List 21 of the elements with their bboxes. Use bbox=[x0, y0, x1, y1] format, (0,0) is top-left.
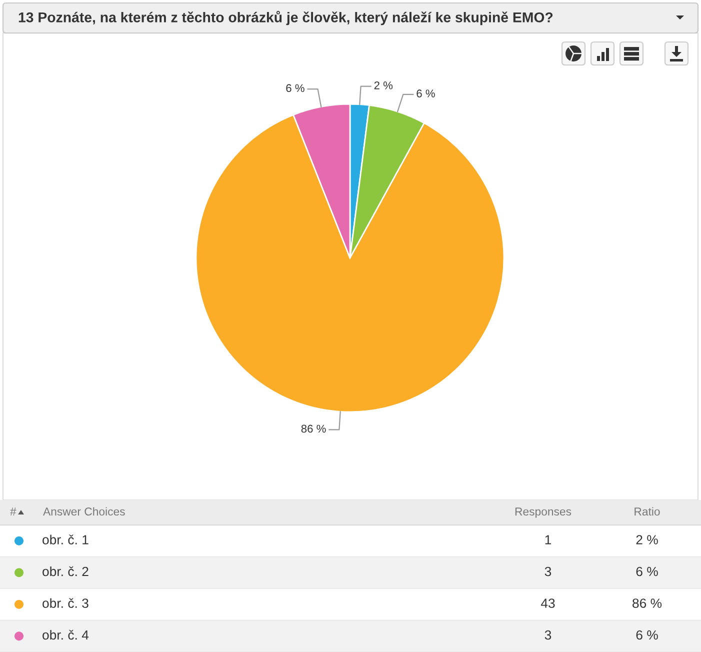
data-label: 6 % bbox=[286, 84, 304, 92]
legend-label: obr. č. 1 bbox=[42, 534, 88, 544]
text: 2 % bbox=[636, 535, 658, 544]
text: # bbox=[10, 508, 16, 516]
text: 6 % bbox=[636, 566, 658, 576]
legend-label: obr. č. 3 bbox=[42, 598, 88, 608]
text: Answer Choices bbox=[43, 507, 125, 516]
legend-label: obr. č. 2 bbox=[42, 566, 88, 576]
chart-title: 13 Poznáte, na kterém z těchto obrázků je člověk, který náleží ke skupině EMO? bbox=[18, 10, 553, 26]
text: 3 bbox=[544, 566, 552, 576]
legend-label: obr. č. 4 bbox=[42, 630, 89, 640]
text: Ratio bbox=[634, 507, 660, 516]
text: 1 bbox=[545, 535, 552, 544]
text: 6 % bbox=[636, 630, 658, 640]
text: 86 % bbox=[632, 598, 662, 608]
data-label: 2 % bbox=[374, 81, 393, 90]
text: 3 bbox=[544, 630, 552, 640]
text: Responses bbox=[515, 508, 572, 518]
data-label: 86 % bbox=[301, 424, 326, 433]
text: 43 bbox=[540, 598, 555, 608]
data-label: 6 % bbox=[416, 90, 435, 98]
